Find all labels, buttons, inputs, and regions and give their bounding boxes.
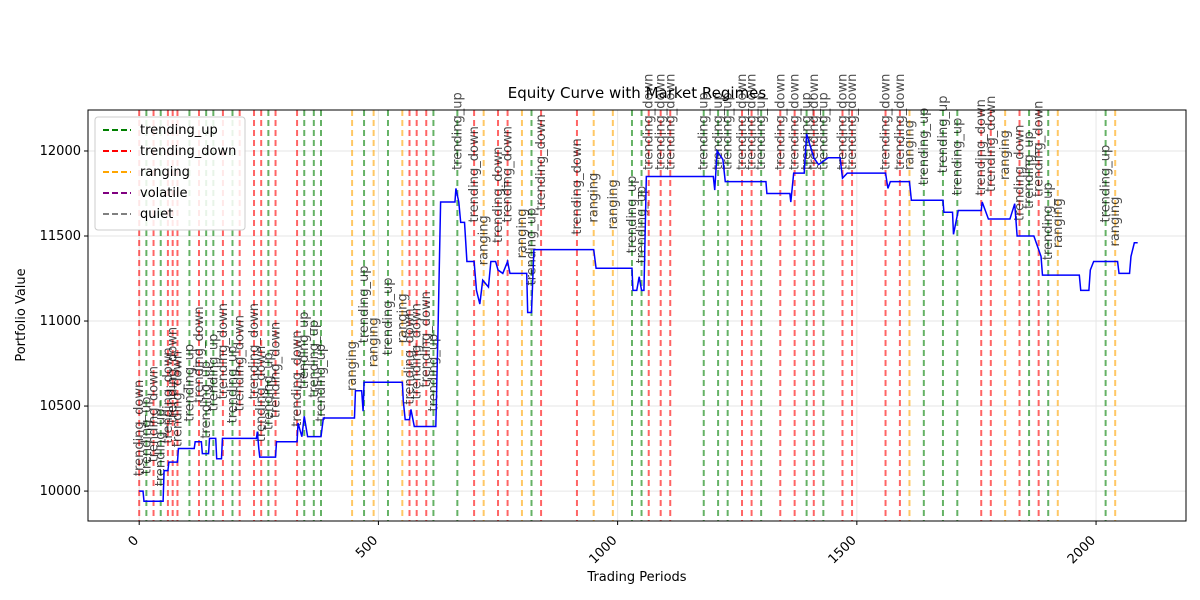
plot-frame [87, 109, 1187, 522]
regime-label: trending_down [788, 74, 803, 170]
regime-label: trending_up [426, 334, 441, 412]
legend-label: quiet [140, 207, 173, 222]
regime-label: ranging [902, 120, 917, 170]
regime-label: trending_down [1032, 101, 1047, 197]
regime-label: trending_up [182, 344, 197, 422]
regime-label: trending_down [269, 322, 284, 418]
regime-lines: trending_downtrending_uptrending_downtre… [132, 74, 1123, 521]
y-tick-label: 11000 [40, 314, 81, 329]
equity-line [139, 133, 1138, 503]
regime-label: ranging [998, 130, 1013, 180]
regime-label: trending_down [403, 308, 418, 404]
series [139, 133, 1138, 503]
regime-label: trending_up [206, 334, 221, 412]
regime-label: trending_up [1022, 131, 1037, 209]
regime-label: trending_down [570, 138, 585, 234]
regime-label: trending_down [233, 315, 248, 411]
regime-label: trending_down [419, 291, 434, 387]
regime-label: trending_down [984, 96, 999, 192]
regime-label: trending_down [467, 126, 482, 222]
regime-label: trending_up [357, 265, 372, 343]
regime-label: ranging [606, 179, 621, 229]
regime-label: trending_up [917, 108, 932, 186]
regime-label: trending_up [225, 346, 240, 424]
regime-label: trending_down [745, 74, 760, 170]
regime-label: trending_up [314, 344, 329, 422]
regime-label: trending_down [845, 74, 860, 170]
regime-label: ranging [1051, 198, 1066, 248]
regime-label: trending_up [635, 186, 650, 264]
regime-label: trending_up [139, 397, 154, 475]
y-tick-label: 10000 [40, 484, 81, 499]
regime-label: trending_down [290, 330, 305, 426]
regime-label: ranging [477, 215, 492, 265]
x-axis-label: Trading Periods [586, 570, 686, 585]
regime-label: trending_up [307, 320, 322, 398]
y-tick-label: 10500 [40, 399, 81, 414]
legend-label: trending_down [140, 144, 236, 159]
regime-label: trending_down [893, 74, 908, 170]
regime-label: ranging [1108, 197, 1123, 247]
regime-label: trending_down [501, 126, 516, 222]
regime-label: trending_up [525, 208, 540, 286]
regime-label: trending_up [1099, 145, 1114, 223]
regime-label: trending_down [247, 303, 262, 399]
regime-label: trending_up [816, 92, 831, 170]
regime-label: trending_up [297, 312, 312, 390]
regime-label: trending_down [254, 346, 269, 442]
legend-label: ranging [140, 165, 190, 180]
regime-label: trending_down [132, 380, 147, 476]
regime-label: trending_up [721, 92, 736, 170]
regime-label: trending_up [199, 361, 214, 439]
regime-label: ranging [587, 173, 602, 223]
regime-label: trending_up [154, 409, 169, 487]
regime-label: trending_down [835, 74, 850, 170]
regime-label: trending_down [773, 74, 788, 170]
regime-label: trending_up [450, 92, 465, 170]
regime-label: trending_up [711, 92, 726, 170]
y-axis-label: Portfolio Value [14, 268, 29, 361]
regime-label: trending_down [663, 74, 678, 170]
regime-label: trending_up [1041, 182, 1056, 260]
regime-label: trending_up [261, 352, 276, 430]
legend-box [94, 116, 246, 231]
regime-label: trending_down [192, 306, 207, 402]
regime-label: trending_down [974, 99, 989, 195]
regime-label: ranging [367, 317, 382, 367]
regime-label: trending_down [534, 114, 549, 210]
regime-label: trending_down [491, 147, 506, 243]
regime-label: trending_up [381, 277, 396, 355]
regime-label: trending_down [1013, 125, 1028, 221]
regime-label: trending_down [170, 351, 185, 447]
regime-label: trending_up [950, 118, 965, 196]
regime-label: trending_up [625, 176, 640, 254]
y-tick-label: 11500 [40, 229, 81, 244]
regime-label: trending_up [697, 92, 712, 170]
grid [88, 110, 1186, 521]
regime-label: trending_down [735, 74, 750, 170]
legend-label: trending_up [140, 123, 218, 138]
regime-label: trending_down [654, 74, 669, 170]
regime-label: ranging [515, 209, 530, 259]
regime-label: trending_up [936, 96, 951, 174]
regime-label: trending_up [754, 92, 769, 170]
y-tick-label: 12000 [40, 144, 81, 159]
regime-label: trending_down [410, 303, 425, 399]
regime-label: trending_down [147, 366, 162, 462]
regime-label: ranging [345, 341, 360, 391]
regime-label: trending_down [879, 74, 894, 170]
regime-label: trending_down [216, 303, 231, 399]
regime-label: trending_down [642, 74, 657, 170]
chart-title: Equity Curve with Market Regimes [508, 84, 767, 102]
legend-label: volatile [140, 186, 188, 201]
regime-label: ranging [395, 293, 410, 343]
